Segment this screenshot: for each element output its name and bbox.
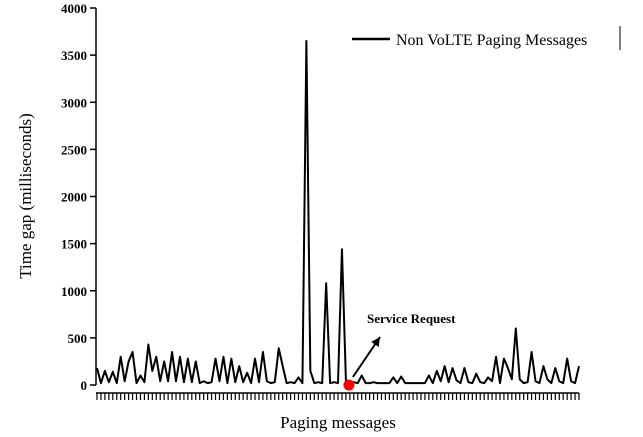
- series-line-non-volte-paging: [96, 39, 580, 385]
- annotation-label: Service Request: [367, 311, 456, 326]
- y-tick-label: 2500: [61, 142, 87, 157]
- y-tick-label: 2000: [61, 190, 87, 205]
- annotation-arrowhead: [371, 337, 380, 347]
- x-axis: [96, 392, 580, 400]
- legend: Non VoLTE Paging Messages: [352, 26, 621, 50]
- y-tick-label: 1500: [61, 237, 87, 252]
- y-tick-label: 500: [68, 331, 88, 346]
- legend-label: Non VoLTE Paging Messages: [396, 32, 587, 49]
- y-axis-title: Time gap (milliseconds): [16, 113, 35, 279]
- y-tick-label: 3000: [61, 95, 87, 110]
- x-axis-title: Paging messages: [280, 413, 396, 432]
- y-tick-label: 3500: [61, 48, 87, 63]
- y-tick-label: 0: [81, 378, 88, 393]
- annotation-layer: Service Request: [343, 311, 456, 391]
- y-tick-label: 4000: [61, 1, 87, 16]
- y-axis: 0 500 1000 1500 2000 2500 3000 3500 4000: [61, 1, 97, 393]
- service-request-marker: [343, 379, 355, 391]
- y-tick-label: 1000: [61, 284, 87, 299]
- series-layer: [96, 39, 580, 385]
